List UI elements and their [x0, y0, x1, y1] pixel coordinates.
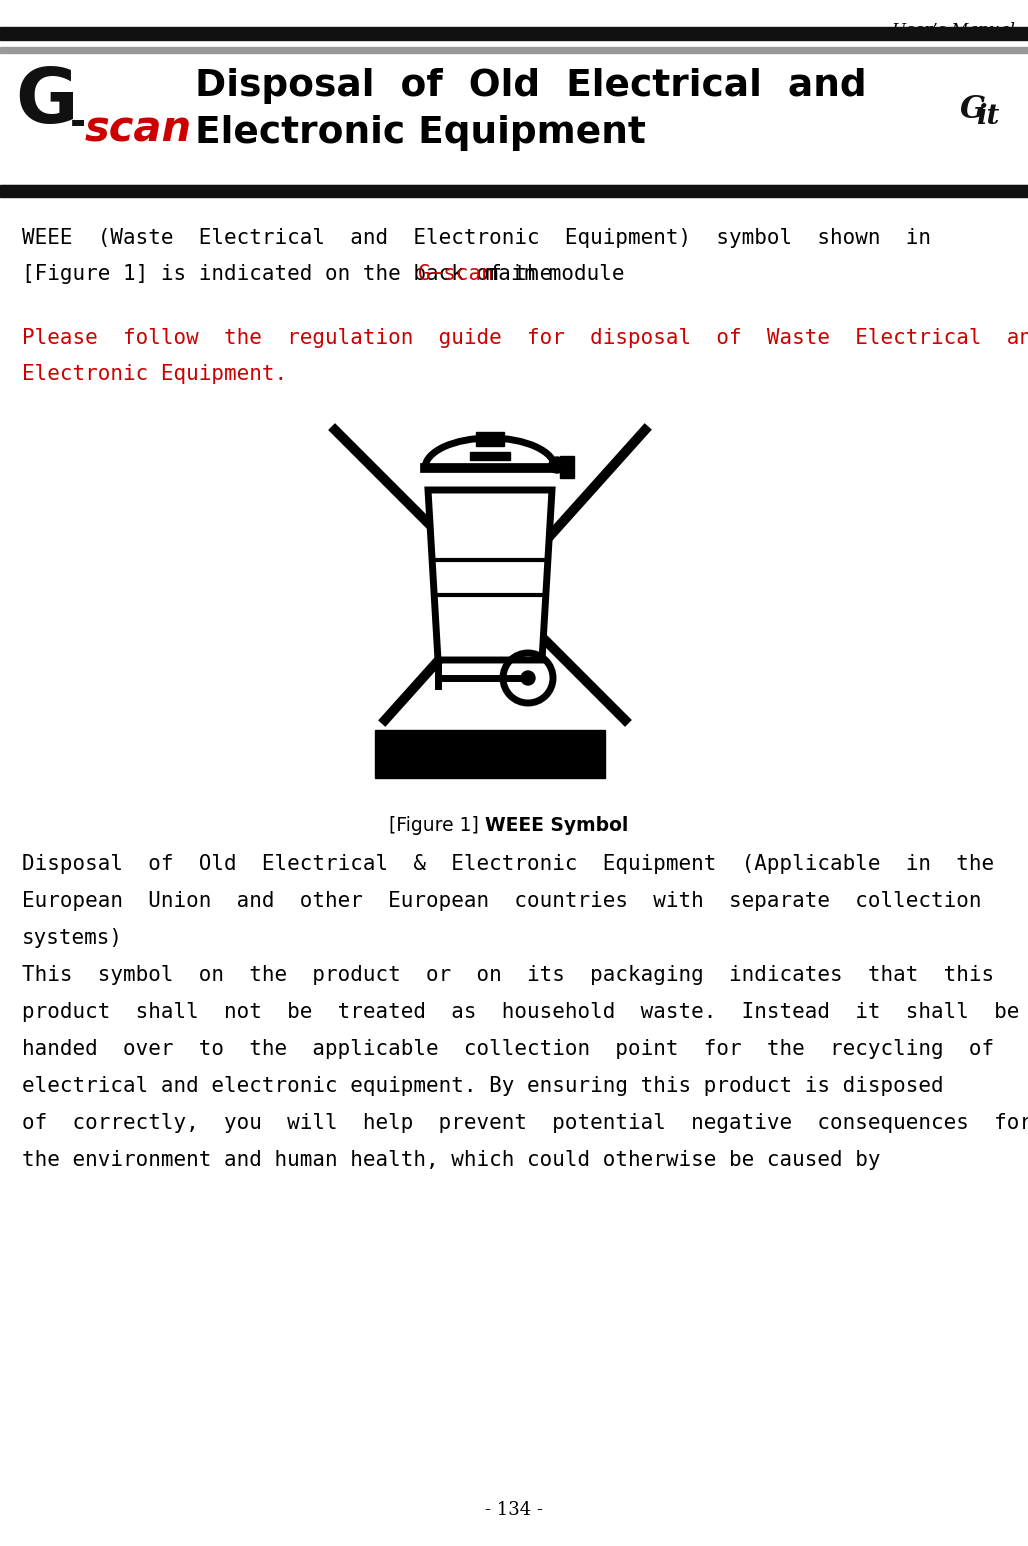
Text: Disposal  of  Old  Electrical  and: Disposal of Old Electrical and [195, 68, 867, 104]
Text: - 134 -: - 134 - [485, 1501, 543, 1520]
Text: G−scan: G−scan [417, 264, 493, 284]
Bar [0, 59, 1028, 186]
Text: [Figure 1] is indicated on the back of the: [Figure 1] is indicated on the back of t… [22, 264, 564, 284]
Text: the environment and human health, which could otherwise be caused by: the environment and human health, which … [22, 1150, 881, 1170]
Text: This  symbol  on  the  product  or  on  its  packaging  indicates  that  this: This symbol on the product or on its pac… [22, 965, 994, 985]
Text: main module: main module [473, 264, 624, 284]
Text: it: it [976, 104, 999, 130]
Text: product  shall  not  be  treated  as  household  waste.  Instead  it  shall  be: product shall not be treated as househol… [22, 1002, 1020, 1022]
Bar [0, 46, 1028, 53]
Text: -: - [70, 105, 86, 142]
Text: Electronic Equipment.: Electronic Equipment. [22, 363, 287, 383]
Bar [0, 186, 1028, 192]
Circle shape [549, 458, 565, 473]
Text: User’s Manual: User’s Manual [892, 22, 1015, 39]
Bar [560, 456, 574, 478]
Bar [375, 730, 605, 778]
Polygon shape [428, 490, 552, 660]
Text: G: G [15, 65, 78, 139]
Text: WEEE Symbol: WEEE Symbol [485, 816, 628, 835]
Text: WEEE  (Waste  Electrical  and  Electronic  Equipment)  symbol  shown  in: WEEE (Waste Electrical and Electronic Eq… [22, 227, 931, 247]
Text: scan: scan [85, 108, 192, 150]
Text: European  Union  and  other  European  countries  with  separate  collection: European Union and other European countr… [22, 890, 982, 911]
Bar [476, 431, 504, 445]
Text: handed  over  to  the  applicable  collection  point  for  the  recycling  of: handed over to the applicable collection… [22, 1039, 994, 1059]
Bar [0, 186, 1028, 196]
Text: Please  follow  the  regulation  guide  for  disposal  of  Waste  Electrical  an: Please follow the regulation guide for d… [22, 328, 1028, 348]
Circle shape [521, 671, 535, 685]
Bar [0, 26, 1028, 40]
Text: G: G [960, 93, 986, 125]
Text: electrical and electronic equipment. By ensuring this product is disposed: electrical and electronic equipment. By … [22, 1076, 944, 1096]
Text: Disposal  of  Old  Electrical  &  Electronic  Equipment  (Applicable  in  the: Disposal of Old Electrical & Electronic … [22, 853, 994, 873]
Text: of  correctly,  you  will  help  prevent  potential  negative  consequences  for: of correctly, you will help prevent pote… [22, 1113, 1028, 1133]
Text: systems): systems) [22, 928, 123, 948]
Text: [Figure 1]: [Figure 1] [390, 816, 485, 835]
Bar [470, 451, 510, 461]
Text: Electronic Equipment: Electronic Equipment [195, 114, 646, 152]
